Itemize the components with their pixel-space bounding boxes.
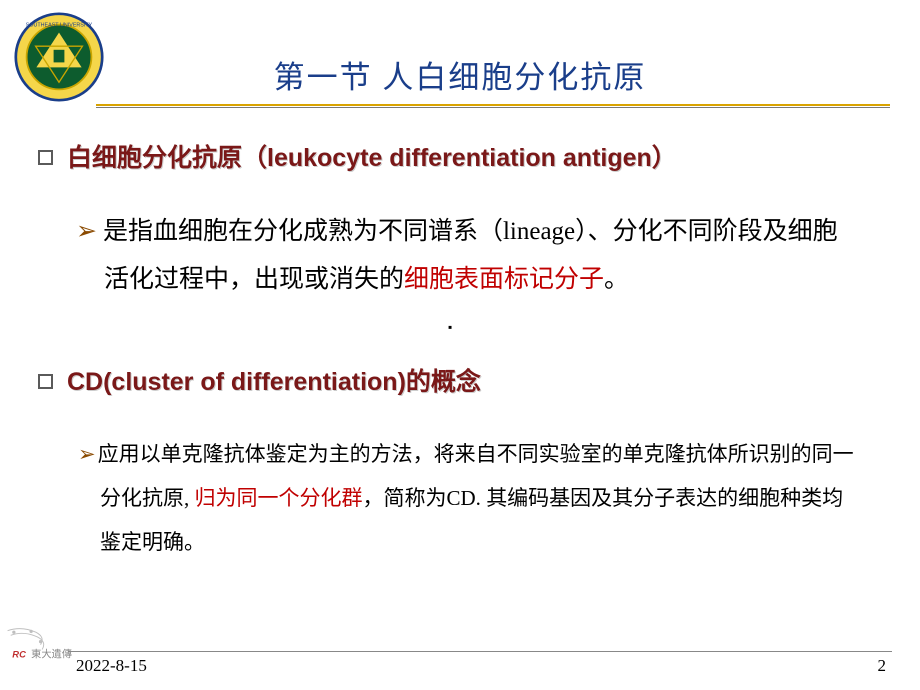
def1-en: lineage [503,218,575,245]
definition-2: ➢应用以单克隆抗体鉴定为主的方法，将来自不同实验室的单克隆抗体所识别的同一分化抗… [100,432,860,564]
slide-title: 第一节 人白细胞分化抗原 [0,0,920,97]
heading-2-block: CD(cluster of differentiation)的概念 [38,362,880,398]
def2-b: ，简称为 [363,486,447,510]
def1-a: 是指血细胞在分化成熟为不同谱系（ [103,218,503,245]
center-dot: ▪ [448,320,452,335]
title-underline [96,104,890,108]
page-number: 2 [878,656,887,676]
svg-text:RC: RC [12,648,26,659]
definition-1: ➢是指血细胞在分化成熟为不同谱系（lineage）、分化不同阶段及细胞活化过程中… [104,208,860,303]
def1-c: 。 [604,266,629,293]
heading-2-zh: 的概念 [406,368,481,396]
footer-date: 2022-8-15 [76,656,147,676]
heading-1-en: leukocyte differentiation antigen [267,144,652,172]
heading-1-zh: 白细胞分化抗原（ [67,144,267,172]
heading-1: 白细胞分化抗原（leukocyte differentiation antige… [67,144,677,172]
svg-text:SOUTHEAST UNIVERSITY: SOUTHEAST UNIVERSITY [26,22,93,28]
def2-red: 归为同一个分化群 [195,486,363,510]
triangle-bullet-icon: ➢ [76,218,97,245]
footer-divider [68,651,892,652]
square-bullet-icon [38,374,53,389]
heading-1-zh2: ） [652,144,677,172]
square-bullet-icon [38,150,53,165]
def2-en: CD. [447,486,487,510]
svg-text:東大遺傳: 東大遺傳 [31,647,72,660]
heading-2-en: CD(cluster of differentiation) [67,368,406,396]
def1-red: 细胞表面标记分子 [404,266,604,293]
heading-1-block: 白细胞分化抗原（leukocyte differentiation antige… [38,138,880,174]
university-logo: SOUTHEAST UNIVERSITY [14,12,104,102]
heading-2: CD(cluster of differentiation)的概念 [67,368,481,396]
triangle-bullet-icon: ➢ [78,442,96,466]
